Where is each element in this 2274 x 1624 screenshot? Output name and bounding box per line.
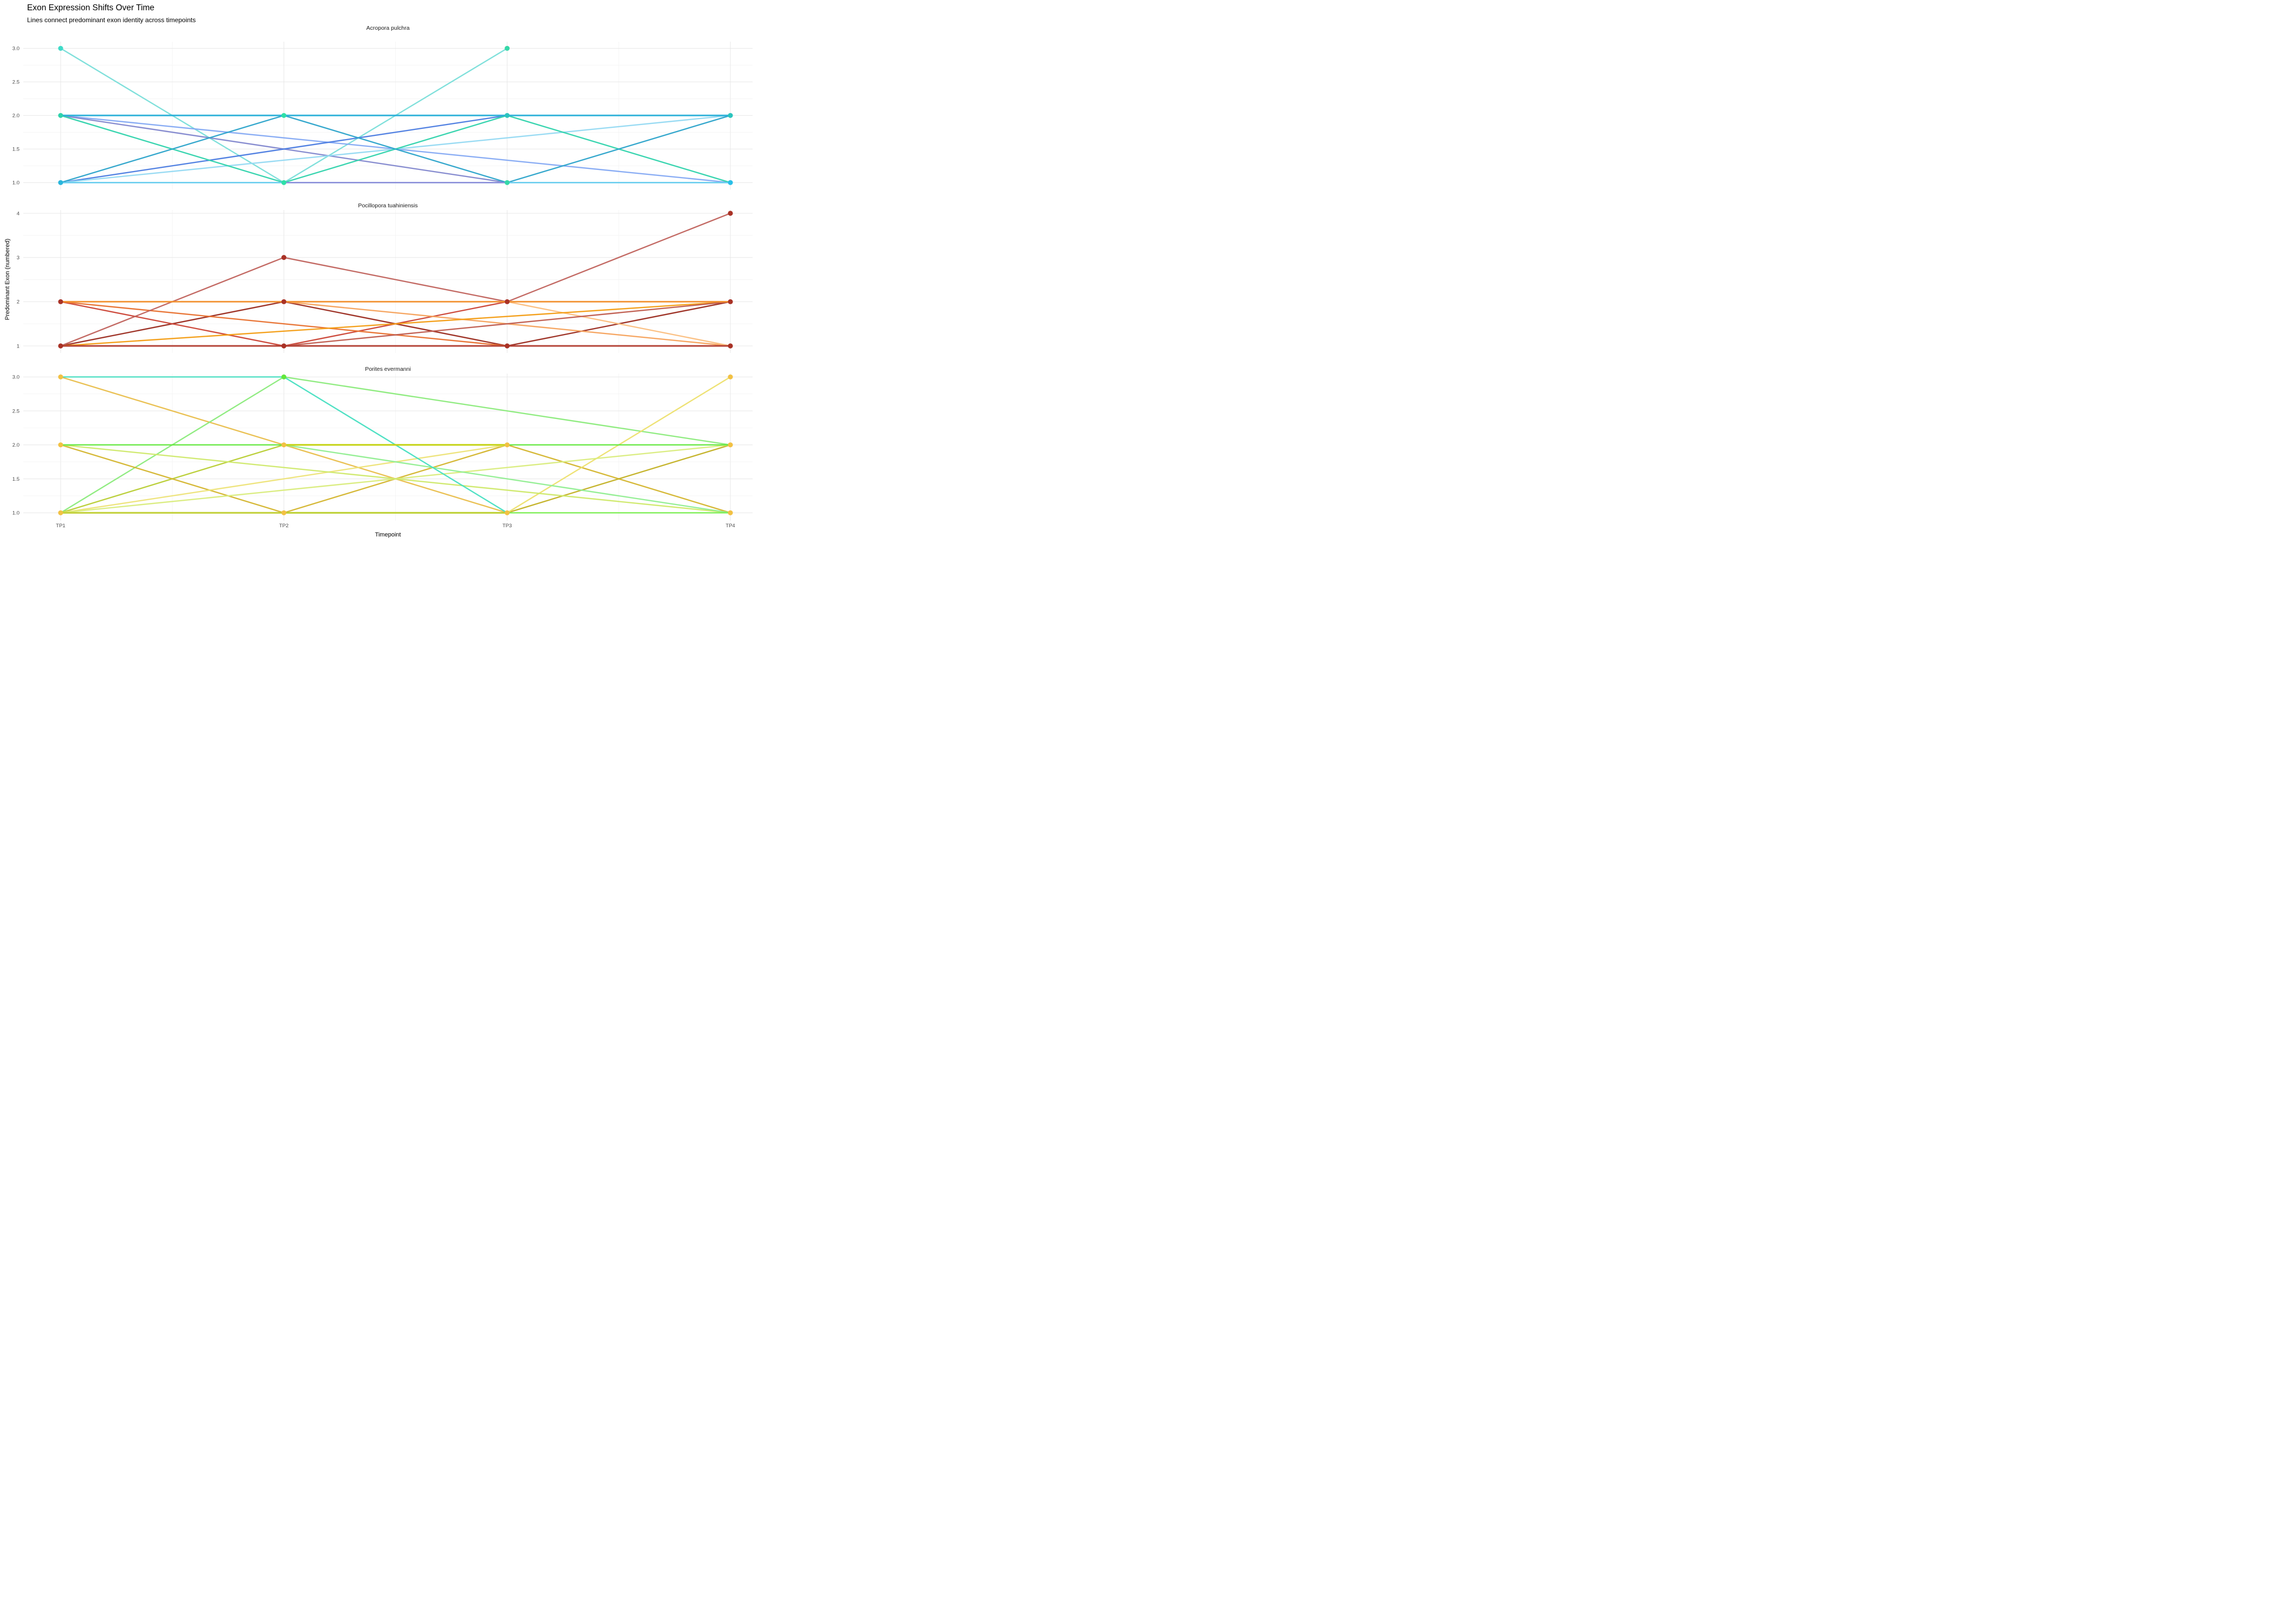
series-peach (506, 301, 731, 347)
y-tick-label: 1.0 (12, 510, 19, 516)
data-point (281, 180, 286, 185)
data-point (505, 442, 510, 448)
y-tick-label: 4 (17, 211, 19, 217)
y-tick-label: 1.5 (12, 476, 19, 482)
chart-svg: 1.0 1.5 2.0 2.5 3.0 1 2 3 4 1.0 1.5 2.0 2.5 3.0 TP1 TP2… (12, 42, 753, 529)
y-tick-label: 2.0 (12, 113, 19, 119)
data-point (281, 299, 286, 304)
data-point (728, 211, 733, 216)
data-point (505, 343, 510, 349)
data-point (58, 299, 63, 304)
data-point (58, 374, 63, 379)
data-point (58, 45, 63, 51)
series-tangerine (60, 301, 731, 347)
series-lightgreen2 (283, 444, 731, 514)
chart-area: 1.0 1.5 2.0 2.5 3.0 1 2 3 4 1.0 1.5 2.0 2.5 3.0 TP1 TP2… (0, 0, 758, 541)
data-point (728, 299, 733, 304)
series-brick (283, 301, 731, 347)
data-point (281, 113, 286, 118)
y-tick-label: 3 (17, 255, 19, 261)
gridlines (23, 374, 753, 521)
series-darkorange (60, 301, 508, 347)
panel-acropora-pulchra: 1.0 1.5 2.0 2.5 3.0 (12, 42, 753, 189)
data-point (58, 442, 63, 448)
y-tick-label: 2.5 (12, 80, 19, 86)
data-point (58, 510, 63, 515)
data-point (728, 510, 733, 515)
facet-strip-porites-evermanni: Porites evermanni (365, 366, 411, 372)
data-point (728, 113, 733, 118)
x-tick-label: TP3 (502, 523, 512, 529)
data-point (728, 374, 733, 379)
data-point (728, 180, 733, 185)
series-royal (60, 115, 508, 184)
data-point (505, 299, 510, 304)
y-tick-label: 2 (17, 299, 19, 305)
data-point (58, 343, 63, 349)
y-tick-label: 1.0 (12, 180, 19, 186)
series-teal (60, 115, 731, 184)
panel-porites-evermanni: 1.0 1.5 2.0 2.5 3.0 (12, 374, 753, 521)
facet-strip-acropora-pulchra: Acropora pulchra (366, 25, 410, 31)
page-title: Exon Expression Shifts Over Time (27, 3, 155, 12)
page-subtitle: Lines connect predominant exon identity … (27, 16, 196, 24)
data-point (728, 442, 733, 448)
data-point (505, 113, 510, 118)
y-tick-label: 1.5 (12, 147, 19, 153)
data-point (58, 113, 63, 118)
data-point (728, 343, 733, 349)
x-tick-label: TP1 (56, 523, 65, 529)
data-point (281, 510, 286, 515)
data-point (505, 180, 510, 185)
panel-pocillopora-tuahiniensis: 1 2 3 4 (17, 210, 753, 353)
y-tick-label: 3.0 (12, 375, 19, 381)
data-point (281, 343, 286, 349)
facet-strip-pocillopora-tuahiniensis: Pocillopora tuahiniensis (358, 202, 418, 209)
series-paleyg (60, 444, 731, 514)
data-point (281, 255, 286, 260)
data-point (281, 374, 286, 379)
y-tick-label: 2.5 (12, 408, 19, 414)
x-axis-title: Timepoint (375, 532, 401, 538)
data-point (505, 45, 510, 51)
y-tick-label: 2.0 (12, 442, 19, 448)
y-tick-label: 1 (17, 343, 19, 349)
x-tick-label: TP4 (726, 523, 735, 529)
data-point (281, 442, 286, 448)
series-paleyellow-a (60, 444, 508, 514)
data-point (505, 510, 510, 515)
data-point (58, 180, 63, 185)
series-oliveasc (506, 444, 731, 514)
x-tick-label: TP2 (279, 523, 289, 529)
y-tick-label: 3.0 (12, 46, 19, 52)
